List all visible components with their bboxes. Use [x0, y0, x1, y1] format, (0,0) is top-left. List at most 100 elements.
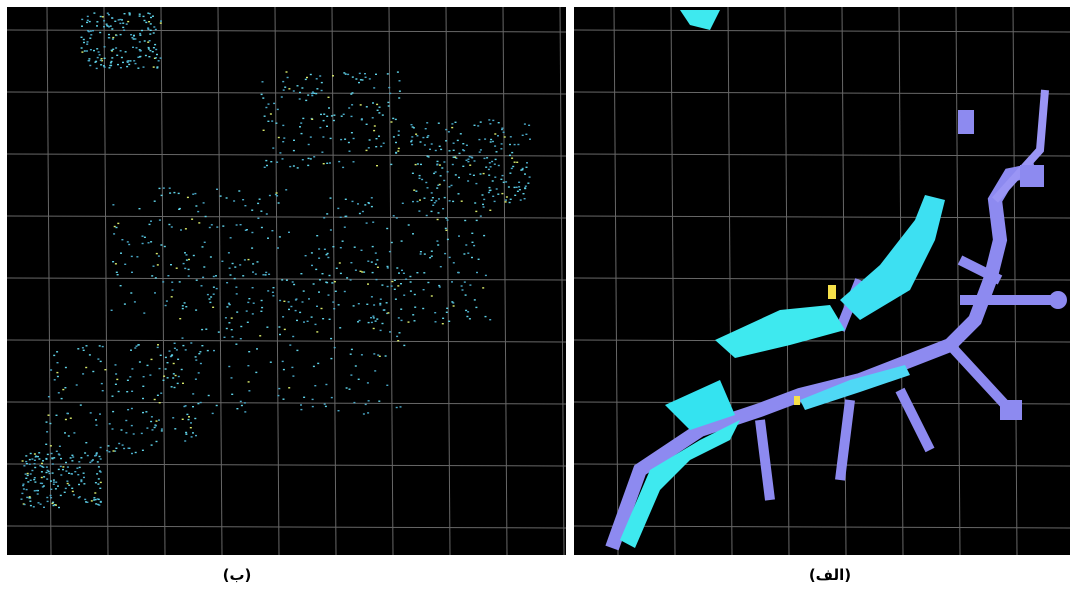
point — [125, 23, 128, 25]
point — [138, 15, 141, 17]
point — [311, 118, 314, 120]
point — [514, 194, 517, 196]
point — [495, 151, 498, 153]
grid-line — [6, 339, 567, 343]
point — [468, 155, 471, 158]
point — [231, 393, 234, 395]
point — [471, 241, 474, 243]
point — [436, 218, 439, 221]
point — [255, 371, 258, 374]
point — [311, 398, 314, 401]
point — [333, 281, 336, 283]
point — [489, 123, 492, 125]
point — [28, 496, 31, 498]
point — [372, 102, 374, 104]
point — [386, 384, 389, 386]
point — [134, 38, 137, 40]
point — [37, 455, 39, 458]
point — [433, 172, 436, 175]
point — [398, 97, 401, 99]
point — [180, 229, 182, 231]
point — [168, 350, 171, 352]
point — [29, 479, 32, 481]
point — [152, 265, 155, 267]
point — [394, 118, 397, 121]
point — [350, 115, 353, 118]
point — [313, 92, 316, 94]
point — [262, 129, 265, 131]
point — [378, 112, 381, 114]
point — [182, 344, 185, 347]
point — [251, 209, 254, 211]
cyan-structure — [620, 420, 740, 548]
point — [143, 236, 146, 238]
point — [488, 186, 491, 189]
point — [311, 91, 314, 93]
point — [192, 432, 194, 434]
point — [158, 219, 161, 221]
point — [173, 191, 176, 194]
point — [337, 304, 340, 306]
point — [21, 460, 24, 462]
point — [46, 469, 49, 472]
point — [158, 187, 161, 190]
point — [164, 304, 167, 307]
point — [68, 484, 71, 486]
point — [140, 432, 143, 435]
point — [471, 232, 474, 234]
point — [371, 117, 374, 119]
point — [131, 368, 134, 370]
point — [528, 124, 531, 126]
point — [524, 185, 527, 187]
point — [162, 187, 165, 189]
point — [184, 440, 187, 442]
point — [460, 200, 463, 202]
point — [279, 299, 282, 302]
point — [465, 309, 468, 312]
point-cloud-panel — [7, 7, 566, 555]
point — [134, 62, 137, 65]
point — [95, 454, 98, 457]
point — [418, 177, 421, 179]
point — [465, 159, 468, 161]
point — [523, 123, 526, 125]
point — [86, 43, 89, 45]
point — [239, 338, 242, 340]
point — [398, 272, 400, 274]
point — [303, 396, 306, 398]
point — [409, 275, 412, 278]
point — [177, 192, 180, 195]
point — [43, 476, 46, 478]
point — [446, 171, 449, 173]
grid-line — [6, 463, 567, 467]
point — [290, 305, 293, 308]
point — [399, 406, 402, 408]
point — [386, 267, 389, 269]
point — [78, 466, 81, 469]
point — [23, 503, 26, 506]
point — [111, 38, 114, 40]
point — [467, 158, 470, 160]
point — [112, 48, 115, 50]
grid-line — [6, 153, 567, 157]
point — [518, 181, 521, 183]
point — [99, 487, 102, 489]
point — [370, 197, 373, 199]
point — [272, 287, 275, 289]
point — [483, 157, 486, 160]
grid-line — [573, 339, 1071, 343]
grid-line — [274, 6, 280, 556]
point — [405, 278, 408, 280]
point — [301, 87, 304, 89]
point — [510, 167, 513, 170]
point — [233, 200, 236, 202]
point — [326, 115, 329, 117]
point — [103, 66, 106, 68]
point — [288, 308, 290, 311]
point — [316, 331, 319, 333]
point — [282, 80, 285, 83]
point — [500, 178, 503, 180]
point — [80, 36, 83, 38]
point — [379, 304, 382, 306]
